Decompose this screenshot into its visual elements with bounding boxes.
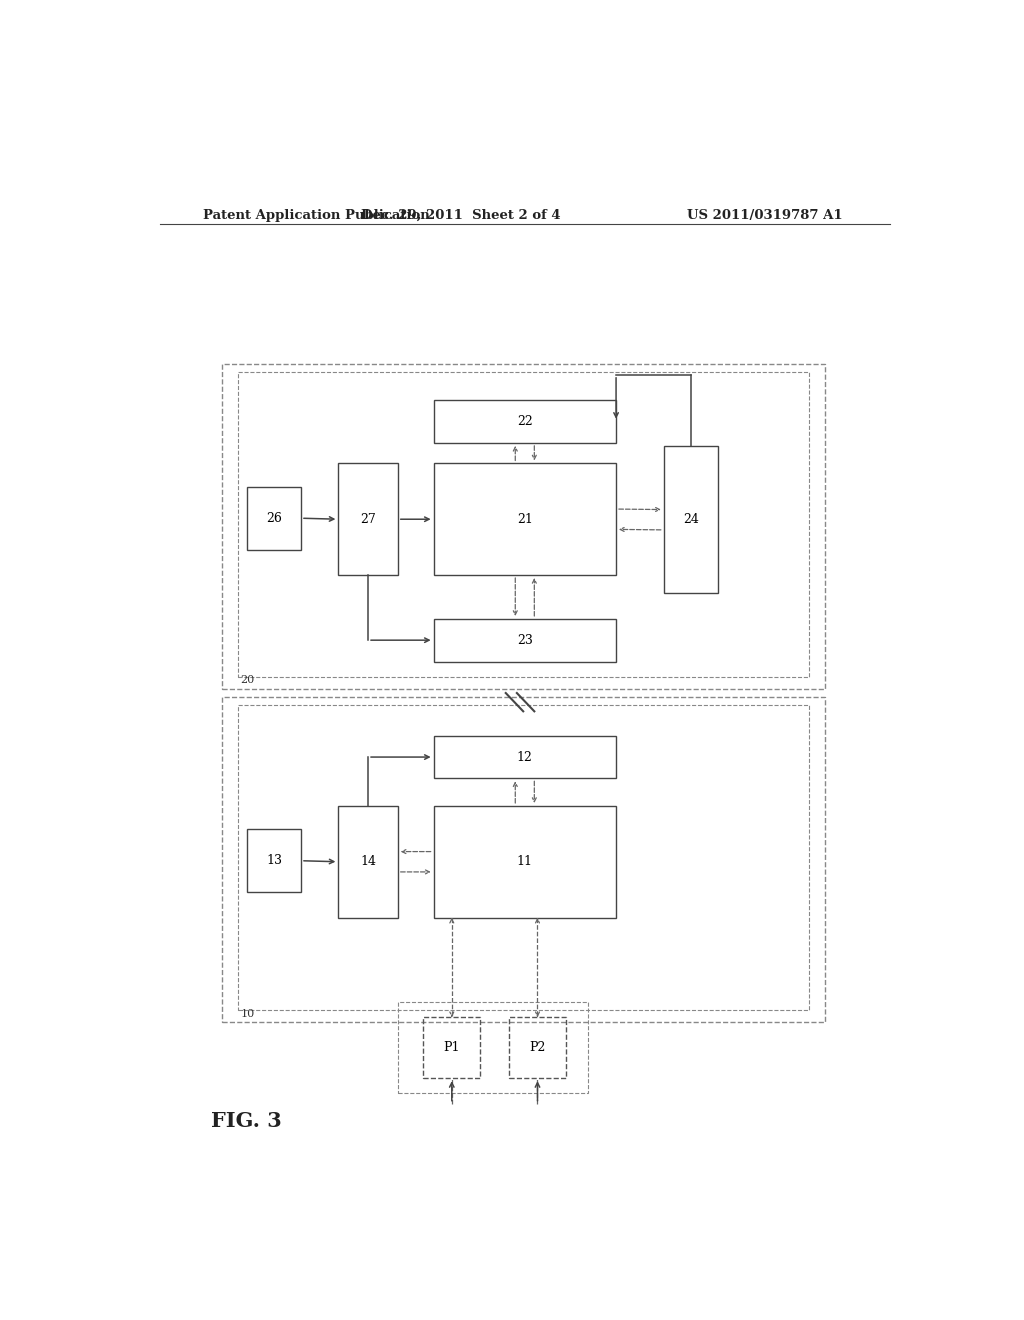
Text: 20: 20 bbox=[241, 675, 255, 685]
Text: 22: 22 bbox=[517, 416, 532, 428]
Bar bbox=[221, 364, 824, 689]
Text: 11: 11 bbox=[517, 855, 532, 869]
Text: 13: 13 bbox=[266, 854, 282, 867]
Text: 24: 24 bbox=[683, 513, 698, 527]
Bar bbox=[433, 463, 616, 576]
Bar bbox=[509, 1018, 566, 1078]
Text: Dec. 29, 2011  Sheet 2 of 4: Dec. 29, 2011 Sheet 2 of 4 bbox=[361, 209, 561, 222]
Text: 21: 21 bbox=[517, 512, 532, 525]
Text: P1: P1 bbox=[443, 1041, 460, 1055]
Bar bbox=[338, 805, 398, 917]
Bar bbox=[238, 372, 809, 677]
Bar bbox=[433, 619, 616, 661]
Text: 10: 10 bbox=[241, 1008, 255, 1019]
Bar bbox=[664, 446, 718, 594]
Bar bbox=[238, 705, 809, 1010]
Bar bbox=[433, 805, 616, 917]
Text: 12: 12 bbox=[517, 751, 532, 763]
Text: P2: P2 bbox=[529, 1041, 546, 1055]
Text: 14: 14 bbox=[360, 855, 376, 869]
Text: 23: 23 bbox=[517, 634, 532, 647]
Text: 27: 27 bbox=[360, 512, 376, 525]
Bar bbox=[397, 1002, 588, 1093]
Bar bbox=[247, 829, 301, 892]
Bar bbox=[433, 400, 616, 444]
Bar bbox=[338, 463, 398, 576]
Bar bbox=[433, 735, 616, 779]
Bar bbox=[423, 1018, 480, 1078]
Text: FIG. 3: FIG. 3 bbox=[211, 1111, 282, 1131]
Text: US 2011/0319787 A1: US 2011/0319787 A1 bbox=[687, 209, 842, 222]
Text: Patent Application Publication: Patent Application Publication bbox=[204, 209, 430, 222]
Text: 26: 26 bbox=[266, 512, 282, 525]
Bar bbox=[221, 697, 824, 1022]
Bar bbox=[247, 487, 301, 549]
